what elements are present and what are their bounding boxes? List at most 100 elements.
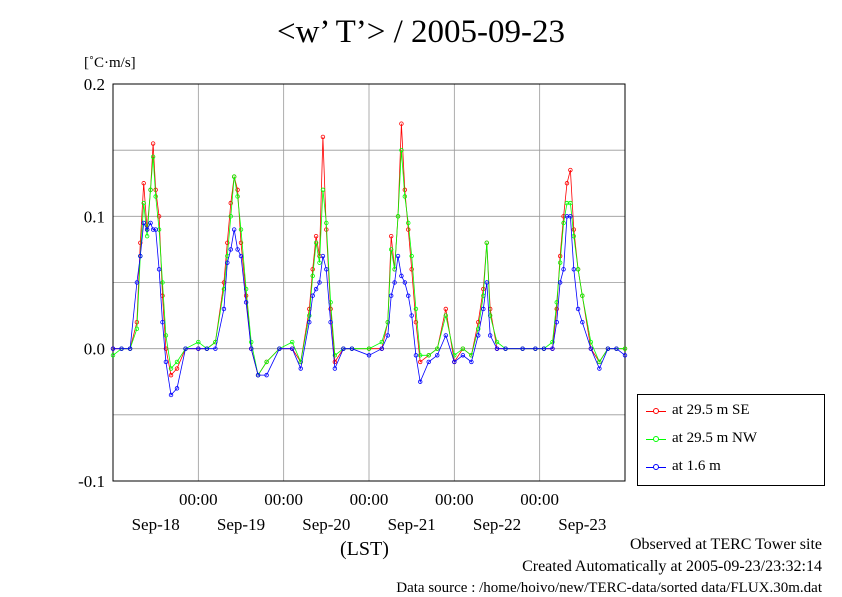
x-tick-label: 00:00	[520, 490, 559, 509]
data-point	[141, 220, 146, 226]
data-point	[385, 333, 390, 338]
data-point	[119, 346, 124, 351]
data-point	[406, 293, 411, 298]
data-point	[443, 333, 448, 338]
data-point	[580, 293, 585, 298]
data-point	[605, 346, 611, 351]
data-point	[564, 181, 570, 186]
data-point	[494, 346, 500, 351]
data-point	[213, 346, 218, 351]
data-point	[571, 267, 576, 272]
data-point	[366, 346, 372, 351]
data-point	[580, 320, 585, 325]
x-tick-label: 00:00	[179, 490, 218, 509]
x-axis-label: (LST)	[340, 538, 389, 560]
y-tick-label: 0.1	[84, 207, 105, 226]
data-point	[399, 273, 404, 279]
data-point	[575, 267, 581, 272]
legend-label-se: at 29.5 m SE	[672, 402, 750, 418]
chart-legend: at 29.5 m SE at 29.5 m NW at 1.6 m	[637, 394, 825, 486]
data-point	[568, 167, 573, 173]
x-tick-label: 00:00	[350, 490, 389, 509]
data-point	[561, 220, 566, 226]
x-date-label: Sep-20	[302, 515, 350, 534]
data-point	[503, 346, 508, 351]
data-point	[196, 339, 201, 345]
footer-source: Data source : /home/hoivo/new/TERC-data/…	[396, 580, 822, 596]
data-point	[476, 326, 481, 332]
data-point	[264, 359, 269, 365]
legend-marker-red-icon	[646, 405, 666, 417]
data-point	[317, 280, 322, 285]
chart-title: <w’ T’> / 2005-09-23	[276, 14, 566, 50]
data-point	[476, 333, 481, 338]
data-point	[235, 187, 240, 193]
data-point	[413, 320, 419, 325]
data-point	[150, 154, 156, 159]
data-point	[168, 366, 174, 371]
data-point	[174, 386, 180, 391]
data-point	[487, 313, 493, 318]
data-point	[392, 280, 397, 285]
data-point	[307, 313, 312, 318]
data-point	[228, 200, 233, 206]
data-point	[127, 346, 133, 351]
data-point	[443, 306, 448, 312]
data-point	[484, 240, 489, 245]
data-point	[418, 353, 423, 358]
data-point	[460, 353, 466, 358]
data-point	[110, 353, 116, 358]
data-point	[541, 346, 547, 351]
data-point	[614, 346, 619, 351]
y-tick-label: 0.0	[84, 340, 105, 359]
data-point	[235, 247, 240, 252]
data-point	[264, 372, 269, 378]
data-point	[418, 379, 423, 384]
data-point	[235, 194, 240, 199]
data-point	[150, 227, 156, 232]
data-point	[379, 339, 384, 345]
data-point	[443, 313, 448, 318]
y-tick-label: 0.2	[84, 75, 105, 94]
data-point	[141, 181, 146, 186]
data-point	[221, 306, 227, 312]
legend-marker-green-icon	[646, 433, 666, 445]
data-point	[550, 339, 555, 345]
data-point	[148, 220, 153, 226]
data-point	[238, 240, 244, 245]
data-point	[557, 260, 563, 265]
data-point	[156, 214, 162, 219]
data-point	[255, 372, 261, 378]
data-point	[409, 267, 414, 272]
data-point	[388, 293, 394, 298]
data-point	[298, 366, 303, 371]
data-point	[399, 147, 404, 153]
data-point	[395, 253, 401, 259]
data-point	[366, 353, 372, 358]
data-point	[196, 346, 201, 351]
data-point	[307, 320, 312, 325]
data-point	[341, 346, 346, 351]
data-point	[435, 353, 440, 358]
data-point	[597, 366, 602, 371]
y-axis-unit-label: [˚C·m/s]	[84, 55, 136, 71]
data-point	[568, 200, 573, 206]
y-tick-label: -0.1	[78, 472, 105, 491]
data-point	[494, 339, 500, 345]
data-point	[238, 253, 244, 259]
data-point	[571, 227, 576, 232]
x-date-label: Sep-21	[388, 515, 436, 534]
data-point	[148, 187, 153, 193]
data-point	[249, 339, 254, 345]
data-point	[317, 260, 322, 265]
data-point	[379, 346, 384, 351]
data-point	[138, 240, 143, 245]
data-point	[183, 346, 188, 351]
data-point	[290, 346, 295, 351]
legend-marker-blue-icon	[646, 461, 666, 473]
data-point	[110, 346, 116, 351]
data-point	[134, 326, 140, 332]
data-point	[469, 359, 474, 365]
data-point	[426, 353, 431, 358]
